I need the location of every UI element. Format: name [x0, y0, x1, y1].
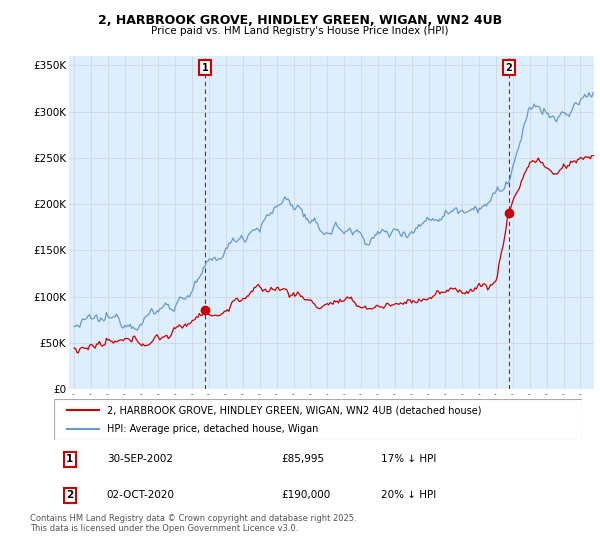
Text: 2000: 2000 — [149, 414, 158, 435]
Text: 2, HARBROOK GROVE, HINDLEY GREEN, WIGAN, WN2 4UB: 2, HARBROOK GROVE, HINDLEY GREEN, WIGAN,… — [98, 14, 502, 27]
Text: 2005: 2005 — [234, 414, 243, 435]
Text: Price paid vs. HM Land Registry's House Price Index (HPI): Price paid vs. HM Land Registry's House … — [151, 26, 449, 36]
Text: 2025: 2025 — [571, 414, 580, 435]
Text: 1: 1 — [66, 454, 73, 464]
Text: HPI: Average price, detached house, Wigan: HPI: Average price, detached house, Wiga… — [107, 424, 318, 433]
Text: 2021: 2021 — [504, 414, 513, 435]
Text: 2012: 2012 — [352, 414, 361, 435]
Text: 30-SEP-2002: 30-SEP-2002 — [107, 454, 173, 464]
Text: Contains HM Land Registry data © Crown copyright and database right 2025.
This d: Contains HM Land Registry data © Crown c… — [30, 514, 356, 534]
Text: 2024: 2024 — [554, 414, 563, 435]
Text: £190,000: £190,000 — [281, 491, 330, 501]
Text: 2003: 2003 — [200, 414, 209, 435]
Text: 1996: 1996 — [82, 414, 91, 435]
Text: 2008: 2008 — [284, 414, 293, 435]
Text: 2009: 2009 — [301, 414, 310, 435]
Text: 1998: 1998 — [116, 414, 125, 435]
Text: 2010: 2010 — [318, 414, 327, 435]
Text: 2014: 2014 — [386, 414, 395, 435]
Text: 2022: 2022 — [521, 414, 530, 435]
Text: 2013: 2013 — [369, 414, 378, 435]
Text: 2002: 2002 — [183, 414, 192, 435]
Text: 2015: 2015 — [403, 414, 412, 435]
Text: 1995: 1995 — [65, 414, 74, 435]
Text: 1997: 1997 — [99, 414, 108, 435]
Text: 2007: 2007 — [268, 414, 277, 435]
Text: 2004: 2004 — [217, 414, 226, 435]
Text: 1: 1 — [202, 63, 208, 73]
Text: 2: 2 — [505, 63, 512, 73]
Text: 2023: 2023 — [538, 414, 547, 435]
Text: 2011: 2011 — [335, 414, 344, 435]
FancyBboxPatch shape — [54, 399, 582, 440]
Text: 20% ↓ HPI: 20% ↓ HPI — [382, 491, 437, 501]
Text: 1999: 1999 — [133, 414, 142, 435]
Text: 2: 2 — [66, 491, 73, 501]
Text: 2, HARBROOK GROVE, HINDLEY GREEN, WIGAN, WN2 4UB (detached house): 2, HARBROOK GROVE, HINDLEY GREEN, WIGAN,… — [107, 405, 481, 415]
Text: 2016: 2016 — [419, 414, 428, 435]
Text: 2001: 2001 — [166, 414, 175, 435]
Text: 2006: 2006 — [251, 414, 260, 435]
Text: 2018: 2018 — [454, 414, 463, 435]
Text: 2020: 2020 — [487, 414, 496, 435]
Text: 2019: 2019 — [470, 414, 479, 435]
Text: 2017: 2017 — [436, 414, 445, 435]
Text: £85,995: £85,995 — [281, 454, 324, 464]
Text: 17% ↓ HPI: 17% ↓ HPI — [382, 454, 437, 464]
Text: 02-OCT-2020: 02-OCT-2020 — [107, 491, 175, 501]
